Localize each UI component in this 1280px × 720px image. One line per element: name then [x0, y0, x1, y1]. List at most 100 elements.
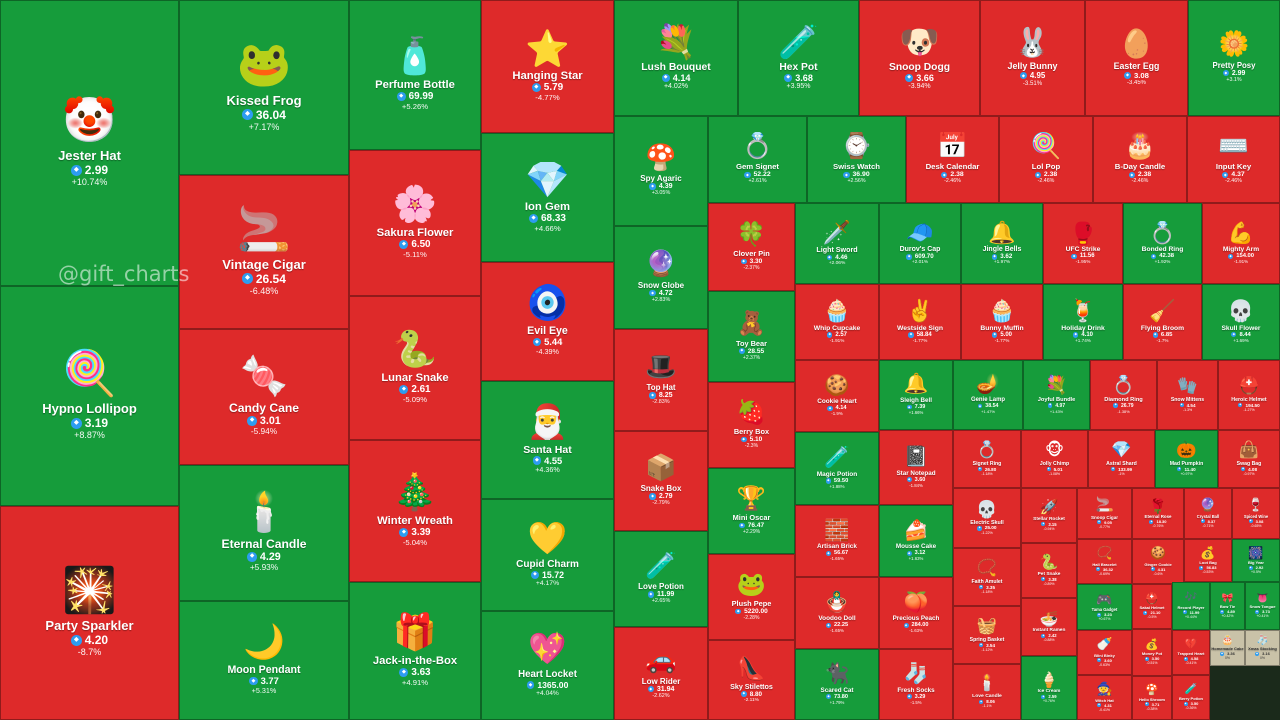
tile-instant-ramen[interactable]: 🍜 Instant Ramen ◆ 2.42 -0.88%	[1021, 598, 1077, 656]
tile-vintage-cigar[interactable]: 🚬 Vintage Cigar ◆ 26.54 -6.48%	[179, 175, 349, 329]
tile-lunar-snake[interactable]: 🐍 Lunar Snake ◆ 2.61 -5.09%	[349, 296, 481, 440]
tile-eternal-candle[interactable]: 🕯️ Eternal Candle ◆ 4.29 +5.93%	[179, 465, 349, 601]
tile-joyful-bundle[interactable]: 💐 Joyful Bundle ◆ 4.97 +1.43%	[1023, 360, 1090, 430]
tile-gem-signet[interactable]: 💍 Gem Signet ◆ 52.22 +2.61%	[708, 116, 807, 203]
tile-b-day-candle[interactable]: 🎂 B-Day Candle ◆ 2.38 -2.46%	[1093, 116, 1187, 203]
tile-signet-ring[interactable]: 💍 Signet Ring ◆ 26.80 -1.18%	[953, 430, 1021, 488]
tile-snow-mittens[interactable]: 🧤 Snow Mittens ◆ 4.54 -1.3%	[1157, 360, 1218, 430]
tile-hall-bracelet[interactable]: 📿 Hall Bracelet ◆ 36.32 -0.69%	[1077, 539, 1132, 584]
tile-spring-basket[interactable]: 🧺 Spring Basket ◆ 3.54 -1.12%	[953, 606, 1021, 664]
tile-stellar-rocket[interactable]: 🚀 Stellar Rocket ◆ 3.15 -0.94%	[1021, 488, 1077, 543]
tile-love-candle[interactable]: 🕯️ Love Candle ◆ 8.06 -1.1%	[953, 664, 1021, 720]
tile-input-key[interactable]: ⌨️ Input Key ◆ 4.37 -2.46%	[1187, 116, 1280, 203]
tile-sky-stilettos[interactable]: 👠 Sky Stilettos ◆ 8.80 -2.11%	[708, 640, 795, 720]
tile-crystal-ball[interactable]: 🔮 Crystal Ball ◆ 8.37 -0.71%	[1184, 488, 1232, 539]
tile-low-rider[interactable]: 🚗 Low Rider ◆ 31.94 -2.62%	[614, 627, 708, 720]
tile-spiced-wine[interactable]: 🍷 Spiced Wine ◆ 3.08 -0.65%	[1232, 488, 1280, 539]
tile-magic-potion[interactable]: 🧪 Magic Potion ◆ 59.50 +1.88%	[795, 432, 879, 505]
tile-holiday-drink[interactable]: 🍹 Holiday Drink ◆ 4.10 +1.74%	[1043, 284, 1123, 360]
tile-spy-agaric[interactable]: 🍄 Spy Agaric ◆ 4.39 +3.05%	[614, 116, 708, 226]
tile-jester-hat[interactable]: 🤡 Jester Hat ◆ 2.99 +10.74%	[0, 0, 179, 286]
tile-berry-potion[interactable]: 🧪 Berry Potion ◆ 3.50 -0.36%	[1172, 675, 1210, 720]
tile-jolly-chimp[interactable]: 🐵 Jolly Chimp ◆ 5.01 -1.08%	[1021, 430, 1088, 488]
tile-berry-box[interactable]: 🍓 Berry Box ◆ 5.10 -2.3%	[708, 382, 795, 468]
tile-mini-oscar[interactable]: 🏆 Mini Oscar ◆ 76.47 +2.29%	[708, 468, 795, 554]
tile-bow-tie[interactable]: 🎀 Bow Tie ◆ 4.89 +0.42%	[1210, 582, 1245, 630]
tile-jingle-bells[interactable]: 🔔 Jingle Bells ◆ 3.62 +1.97%	[961, 203, 1043, 284]
tile-desk-calendar[interactable]: 📅 Desk Calendar ◆ 2.38 -2.46%	[906, 116, 999, 203]
tile-cupid-charm[interactable]: 💛 Cupid Charm ◆ 15.72 +4.17%	[481, 499, 614, 611]
tile-snake-box[interactable]: 📦 Snake Box ◆ 2.79 -2.79%	[614, 431, 708, 531]
tile-flying-broom[interactable]: 🧹 Flying Broom ◆ 6.85 -1.7%	[1123, 284, 1202, 360]
tile-pet-snake[interactable]: 🐍 Pet Snake ◆ 3.38 -0.89%	[1021, 543, 1077, 598]
tile-money-pot[interactable]: 💰 Money Pot ◆ 3.50 -0.51%	[1132, 629, 1172, 676]
tile-artisan-brick[interactable]: 🧱 Artisan Brick ◆ 56.67 -1.65%	[795, 505, 879, 577]
tile-santa-hat[interactable]: 🎅 Santa Hat ◆ 4.55 +4.36%	[481, 381, 614, 499]
tile-toy-bear[interactable]: 🧸 Toy Bear ◆ 28.55 +2.37%	[708, 291, 795, 382]
tile-record-player[interactable]: 🎶 Record Player ◆ 11.99 +0.44%	[1172, 582, 1210, 630]
tile-hanging-star[interactable]: ⭐ Hanging Star ◆ 5.79 -4.77%	[481, 0, 614, 133]
tile-witch-hat[interactable]: 🧙 Witch Hat ◆ 4.31 -0.41%	[1077, 675, 1132, 720]
tile-pretty-posy[interactable]: 🌼 Pretty Posy ◆ 2.99 +3.1%	[1188, 0, 1280, 116]
tile-love-potion[interactable]: 🧪 Love Potion ◆ 11.99 +2.65%	[614, 531, 708, 627]
tile-kissed-frog[interactable]: 🐸 Kissed Frog ◆ 36.04 +7.17%	[179, 0, 349, 175]
tile-fresh-socks[interactable]: 🧦 Fresh Socks ◆ 3.29 -1.5%	[879, 649, 953, 720]
tile-ufc-strike[interactable]: 🥊 UFC Strike ◆ 11.56 -1.95%	[1043, 203, 1123, 284]
tile-sakai-helmet[interactable]: ⛑️ Sakai Helmet ◆ 21.10 -0.5%	[1132, 584, 1172, 629]
tile-snow-tongue[interactable]: 👅 Snow Tongue ◆ 3.73 +0.41%	[1245, 582, 1280, 630]
tile-hello-shroom[interactable]: 🍄 Hello Shroom ◆ 3.71 -0.38%	[1132, 676, 1172, 720]
tile-light-sword[interactable]: 🗡️ Light Sword ◆ 4.46 +2.06%	[795, 203, 879, 284]
tile-bonded-ring[interactable]: 💍 Bonded Ring ◆ 42.38 +1.92%	[1123, 203, 1202, 284]
tile-clover-pin[interactable]: 🍀 Clover Pin ◆ 3.30 -2.37%	[708, 203, 795, 291]
tile-jelly-bunny[interactable]: 🐰 Jelly Bunny ◆ 4.95 -3.51%	[980, 0, 1085, 116]
tile-bunny-muffin[interactable]: 🧁 Bunny Muffin ◆ 5.00 -1.77%	[961, 284, 1043, 360]
tile-lush-bouquet[interactable]: 💐 Lush Bouquet ◆ 4.14 +4.02%	[614, 0, 738, 116]
tile-easter-egg[interactable]: 🥚 Easter Egg ◆ 3.08 -3.45%	[1085, 0, 1188, 116]
tile-loot-bag[interactable]: 💰 Loot Bag ◆ 56.83 -0.53%	[1184, 539, 1232, 582]
tile-evil-eye[interactable]: 🧿 Evil Eye ◆ 5.44 -4.39%	[481, 262, 614, 381]
tile-eternal-rose[interactable]: 🌹 Eternal Rose ◆ 18.30 -0.76%	[1132, 488, 1184, 539]
tile-trapped-heart[interactable]: 💔 Trapped Heart ◆ 4.58 -0.41%	[1172, 630, 1210, 675]
tile-jack-in-the-box[interactable]: 🎁 Jack-in-the-Box ◆ 3.63 +4.91%	[349, 582, 481, 720]
tile-sakura-flower[interactable]: 🌸 Sakura Flower ◆ 6.50 -5.11%	[349, 150, 481, 296]
tile-hypno-lollipop[interactable]: 🍭 Hypno Lollipop ◆ 3.19 +8.87%	[0, 286, 179, 506]
tile-genie-lamp[interactable]: 🪔 Genie Lamp ◆ 38.54 +1.47%	[953, 360, 1023, 430]
tile-perfume-bottle[interactable]: 🧴 Perfume Bottle ◆ 69.99 +5.26%	[349, 0, 481, 150]
tile-plush-pepe[interactable]: 🐸 Plush Pepe ◆ 5220.00 -2.28%	[708, 554, 795, 640]
tile-whip-cupcake[interactable]: 🧁 Whip Cupcake ◆ 2.57 -1.91%	[795, 284, 879, 360]
tile-big-year[interactable]: 🎆 Big Year ◆ 2.92 +0.5%	[1232, 539, 1280, 582]
tile-swag-bag[interactable]: 👜 Swag Bag ◆ 4.08 -0.97%	[1218, 430, 1280, 488]
tile-homemade-cake[interactable]: 🎂 Homemade Cake ◆ 3.36 0%	[1210, 630, 1245, 666]
tile-westside-sign[interactable]: ✌️ Westside Sign ◆ 58.84 -1.77%	[879, 284, 961, 360]
tile-heart-locket[interactable]: 💖 Heart Locket ◆ 1365.00 +4.04%	[481, 611, 614, 720]
tile-cookie-heart[interactable]: 🍪 Cookie Heart ◆ 4.14 -1.9%	[795, 360, 879, 432]
tile-scared-cat[interactable]: 🐈‍⬛ Scared Cat ◆ 73.80 +1.79%	[795, 649, 879, 720]
tile-party-sparkler[interactable]: 🎇 Party Sparkler ◆ 4.20 -8.7%	[0, 506, 179, 720]
tile-ion-gem[interactable]: 💎 Ion Gem ◆ 68.33 +4.66%	[481, 133, 614, 262]
tile-mad-pumpkin[interactable]: 🎃 Mad Pumpkin ◆ 11.40 +0.97%	[1155, 430, 1218, 488]
tile-star-notepad[interactable]: 📓 Star Notepad ◆ 3.60 -1.84%	[879, 430, 953, 505]
tile-snoop-dogg[interactable]: 🐶 Snoop Dogg ◆ 3.66 -3.94%	[859, 0, 980, 116]
tile-heroic-helmet[interactable]: ⛑️ Heroic Helmet ◆ 194.50 -1.27%	[1218, 360, 1280, 430]
tile-mighty-arm[interactable]: 💪 Mighty Arm ◆ 154.00 -1.91%	[1202, 203, 1280, 284]
tile-precious-peach[interactable]: 🍑 Precious Peach ◆ 284.00 -1.63%	[879, 577, 953, 649]
tile-ginger-cookie[interactable]: 🍪 Ginger Cookie ◆ 4.31 -0.6%	[1132, 539, 1184, 584]
tile-ice-cream[interactable]: 🍦 Ice Cream ◆ 2.59 +0.76%	[1021, 656, 1077, 720]
tile-voodoo-doll[interactable]: 🪆 Voodoo Doll ◆ 22.25 -1.65%	[795, 577, 879, 649]
tile-tama-gadget[interactable]: 🎮 Tama Gadget ◆ 3.23 +0.67%	[1077, 584, 1132, 630]
tile-faith-amulet[interactable]: 📿 Faith Amulet ◆ 3.35 -1.18%	[953, 548, 1021, 606]
tile-swiss-watch[interactable]: ⌚ Swiss Watch ◆ 36.90 +2.56%	[807, 116, 906, 203]
tile-diamond-ring[interactable]: 💍 Diamond Ring ◆ 26.79 -1.38%	[1090, 360, 1157, 430]
tile-snoop-cigar[interactable]: 🚬 Snoop Cigar ◆ 9.05 -0.77%	[1077, 488, 1132, 539]
tile-mousse-cake[interactable]: 🍰 Mousse Cake ◆ 3.12 +1.63%	[879, 505, 953, 577]
tile-winter-wreath[interactable]: 🎄 Winter Wreath ◆ 3.39 -5.04%	[349, 440, 481, 582]
tile-moon-pendant[interactable]: 🌙 Moon Pendant ◆ 3.77 +5.31%	[179, 601, 349, 720]
tile-electric-skull[interactable]: 💀 Electric Skull ◆ 25.00 -1.22%	[953, 488, 1021, 548]
tile-blini-binky[interactable]: 🍼 Blini Binky ◆ 3.60 -0.63%	[1077, 630, 1132, 675]
tile-skull-flower[interactable]: 💀 Skull Flower ◆ 8.44 +1.69%	[1202, 284, 1280, 360]
tile-lol-pop[interactable]: 🍭 Lol Pop ◆ 2.38 -2.46%	[999, 116, 1093, 203]
tile-snow-globe[interactable]: 🔮 Snow Globe ◆ 4.72 +2.83%	[614, 226, 708, 329]
tile-durov-s-cap[interactable]: 🧢 Durov's Cap ◆ 609.70 +2.01%	[879, 203, 961, 284]
tile-top-hat[interactable]: 🎩 Top Hat ◆ 8.25 -2.83%	[614, 329, 708, 431]
tile-sleigh-bell[interactable]: 🔔 Sleigh Bell ◆ 7.39 +1.66%	[879, 360, 953, 430]
